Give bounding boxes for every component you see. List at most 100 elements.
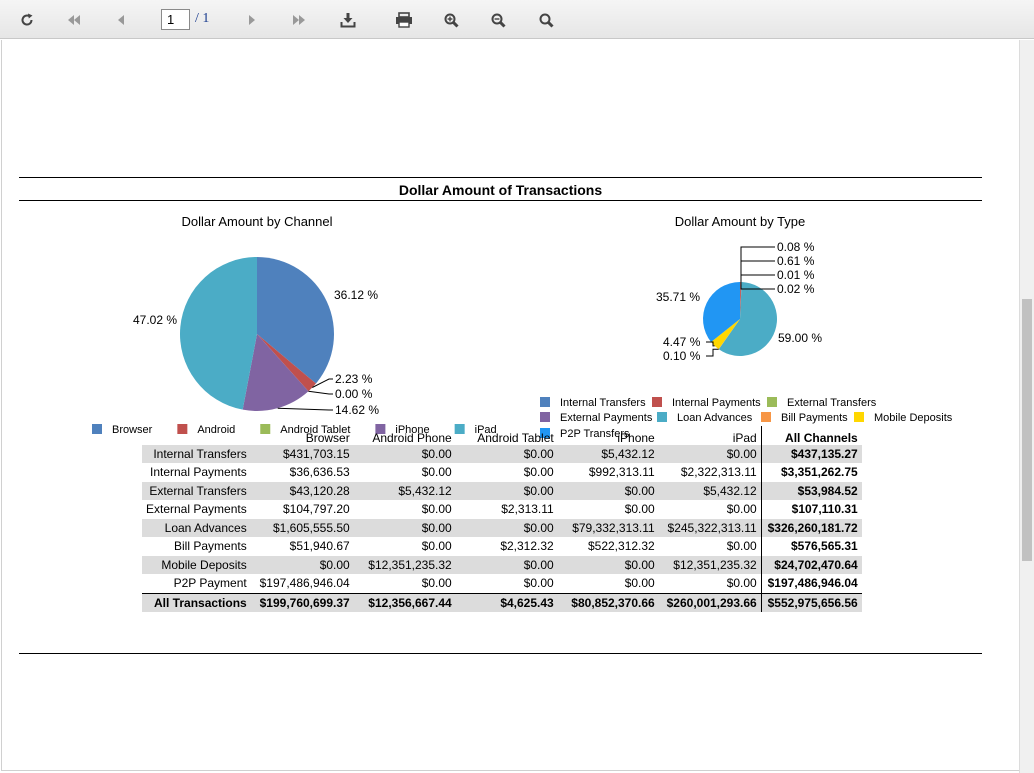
table-cell: $2,313.11 <box>501 502 554 517</box>
legend-swatch <box>260 424 271 434</box>
table-cell: $104,797.20 <box>282 502 350 517</box>
leader-line <box>277 407 333 411</box>
table-cell: $0.00 <box>455 555 558 574</box>
data-label: 2.23 % <box>335 372 373 386</box>
table-header-row: Browser Android Phone Android Tablet iPh… <box>142 426 862 445</box>
vertical-scrollbar[interactable] <box>1019 40 1034 773</box>
data-label: 47.02 % <box>133 313 177 327</box>
refresh-button[interactable] <box>16 9 38 31</box>
report-viewer: Dollar Amount of Transactions Dollar Amo… <box>1 40 1020 771</box>
total-cell: $552,975,656.56 <box>760 592 862 612</box>
column-header: Android Phone <box>372 430 452 445</box>
print-button[interactable] <box>393 9 415 31</box>
row-label: Mobile Deposits <box>142 555 251 574</box>
total-cell: $260,001,293.66 <box>658 592 762 612</box>
table-cell: $12,351,235.32 <box>658 555 762 574</box>
total-cell: $80,852,370.66 <box>557 592 659 612</box>
refresh-icon <box>21 13 33 26</box>
table-row: Mobile Deposits $0.00 $12,351,235.32 $0.00 $… <box>142 555 862 574</box>
table-row: External Payments $104,797.20 $0.00 $2,313.… <box>142 500 862 519</box>
export-button[interactable] <box>337 9 359 31</box>
zoom-in-button[interactable] <box>440 9 462 31</box>
printer-icon <box>396 12 412 28</box>
legend-swatch <box>657 412 667 422</box>
table-cell: $0.00 <box>624 576 655 591</box>
total-cell: $199,760,699.37 <box>250 592 354 612</box>
pie-slice <box>740 282 742 319</box>
pie-slice <box>242 334 309 412</box>
magnifier-icon <box>539 13 554 28</box>
legend-swatch <box>761 412 771 422</box>
zoom-button[interactable] <box>535 9 557 31</box>
leader-line <box>740 282 775 290</box>
data-label: 0.08 % <box>777 240 815 254</box>
legend-label: Mobile Deposits <box>874 412 953 424</box>
table-cell: $431,703.15 <box>250 444 354 463</box>
table-row: P2P Payment $197,486,946.04 $0.00 $0.00 $0.0… <box>142 574 862 593</box>
data-label: 59.00 % <box>778 331 822 345</box>
leader-line <box>740 260 775 282</box>
table-cell: $24,702,470.64 <box>760 555 862 574</box>
table-cell: $0.00 <box>455 444 558 463</box>
data-label: 4.47 % <box>663 335 701 349</box>
data-label: 0.61 % <box>777 254 815 268</box>
legend-swatch <box>540 397 550 407</box>
table-cell: $0.00 <box>455 518 558 537</box>
legend-swatch <box>767 397 777 407</box>
data-label: 36.12 % <box>334 288 378 302</box>
table-cell: $0.00 <box>658 444 762 463</box>
table-cell: $0.00 <box>726 502 757 517</box>
previous-page-button[interactable] <box>110 9 132 31</box>
data-label: 0.01 % <box>777 268 815 282</box>
table-cell: $992,313.11 <box>588 465 655 480</box>
leader-line <box>740 274 775 282</box>
table-row: External Transfers $43,120.28 $5,432.12 $0.… <box>142 481 862 500</box>
table-cell: $0.00 <box>353 444 456 463</box>
total-label: All Transactions <box>142 592 251 612</box>
type-chart-title: Dollar Amount by Type <box>674 214 806 229</box>
next-page-button[interactable] <box>241 9 263 31</box>
data-label: 35.71 % <box>656 290 700 304</box>
table-cell: $0.00 <box>523 576 554 591</box>
legend-swatch <box>92 424 102 434</box>
right-arrow-icon <box>249 15 255 25</box>
legend-label: Bill Payments <box>781 412 848 424</box>
legend-swatch <box>652 397 662 407</box>
title-bottom-rule <box>19 200 982 201</box>
table-cell: $2,312.32 <box>500 539 554 554</box>
legend-label: iPad <box>475 424 497 436</box>
total-cell: $12,356,667.44 <box>353 592 456 612</box>
legend-label: Android <box>197 424 235 436</box>
data-label: 14.62 % <box>335 403 379 417</box>
leader-line <box>308 390 333 395</box>
data-label: 0.00 % <box>335 387 373 401</box>
column-header <box>142 426 251 445</box>
transactions-table: Browser Android Phone Android Tablet iPh… <box>142 426 862 612</box>
table-cell: $576,565.31 <box>760 537 862 556</box>
table-cell: $0.00 <box>726 539 757 554</box>
scrollbar-thumb[interactable] <box>1022 299 1032 561</box>
pie-slice <box>179 257 257 410</box>
table-row: Internal Payments $36,636.53 $0.00 $0.00 $99… <box>142 463 862 482</box>
total-row: All Transactions $199,760,699.37 $12,356,6… <box>142 592 862 612</box>
legend-swatch <box>177 424 188 434</box>
table-cell: $197,486,946.04 <box>259 576 350 591</box>
table-cell: $53,984.52 <box>760 481 862 500</box>
page-total: / 1 <box>195 11 210 26</box>
pie-slice <box>257 334 316 392</box>
page-number-input[interactable] <box>161 9 190 30</box>
table-cell: $437,135.27 <box>760 444 862 463</box>
zoom-out-button[interactable] <box>487 9 509 31</box>
legend-swatch <box>540 428 550 438</box>
first-page-button[interactable] <box>63 9 85 31</box>
legend-label: Browser <box>112 424 153 436</box>
title-top-rule <box>19 177 982 178</box>
last-page-button[interactable] <box>288 9 310 31</box>
table-cell: $36,636.53 <box>289 465 350 480</box>
row-label: Internal Payments <box>150 465 247 480</box>
table-row: Internal Transfers $431,703.15 $0.00 $0.00 $… <box>142 444 862 463</box>
legend-swatch <box>540 412 550 422</box>
leader-line <box>312 378 333 388</box>
report-toolbar: / 1 <box>0 0 1034 39</box>
table-cell: $0.00 <box>557 481 659 500</box>
